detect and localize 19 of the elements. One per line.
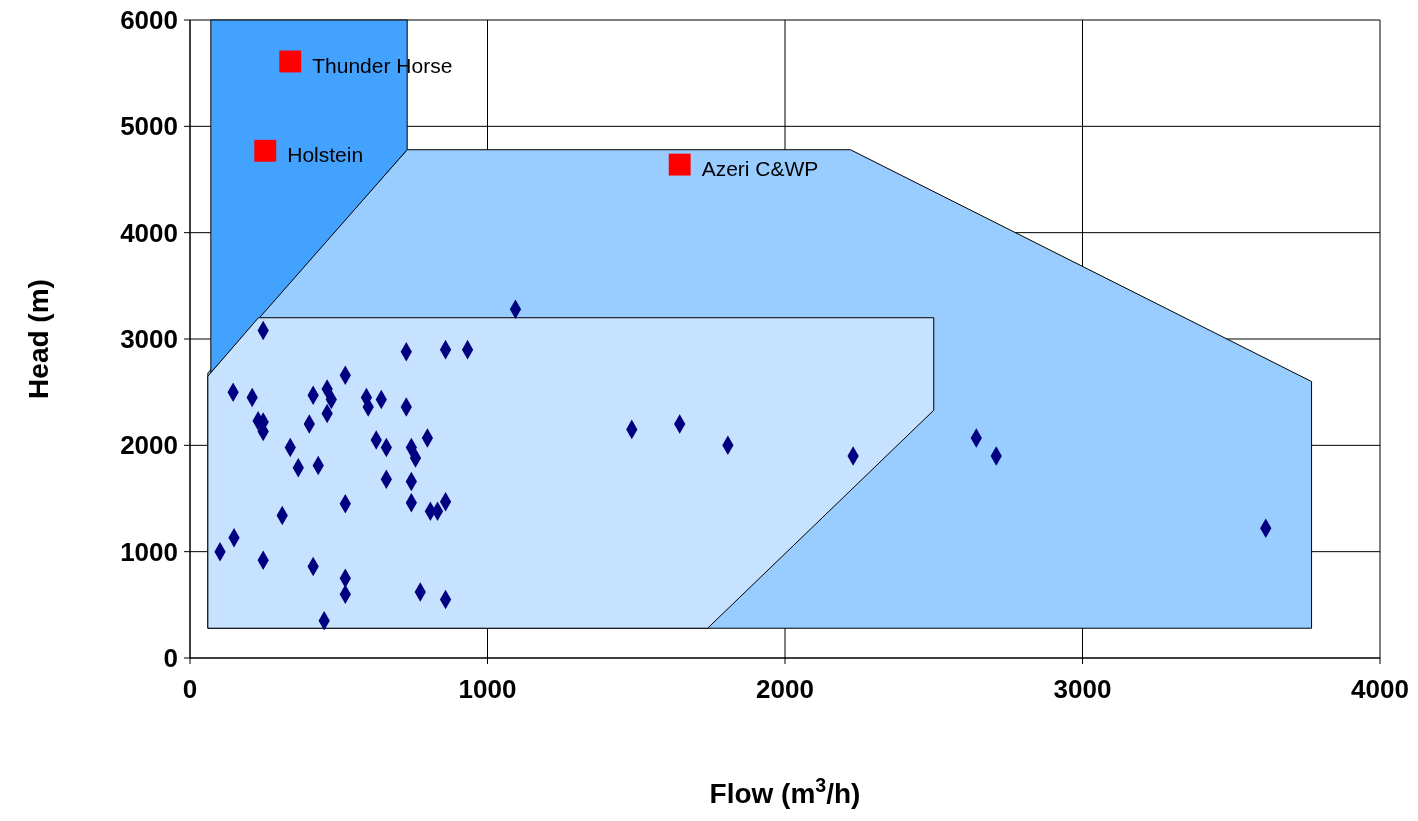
point (668, 153, 691, 176)
y-tick-label: 3000 (120, 324, 178, 355)
point (279, 50, 302, 73)
y-tick-label: 4000 (120, 217, 178, 248)
y-axis-title: Head (m) (23, 279, 54, 399)
y-tick-label: 5000 (120, 111, 178, 142)
y-tick-label: 2000 (120, 430, 178, 461)
y-tick-label: 6000 (120, 5, 178, 36)
y-tick-label: 1000 (120, 536, 178, 567)
x-tick-label: 2000 (756, 674, 814, 704)
y-tick-label: 0 (163, 643, 178, 674)
annotation: Azeri C&WP (701, 157, 819, 181)
annotation: Holstein (287, 143, 364, 167)
x-tick-label: 0 (182, 674, 198, 704)
x-tick-label: 3000 (1053, 674, 1112, 704)
x-axis-title: Flow (m$^{3}$/h) (709, 774, 861, 809)
x-tick-label: 1000 (458, 674, 517, 704)
point (254, 139, 277, 162)
x-tick-label: 4000 (1351, 674, 1409, 704)
